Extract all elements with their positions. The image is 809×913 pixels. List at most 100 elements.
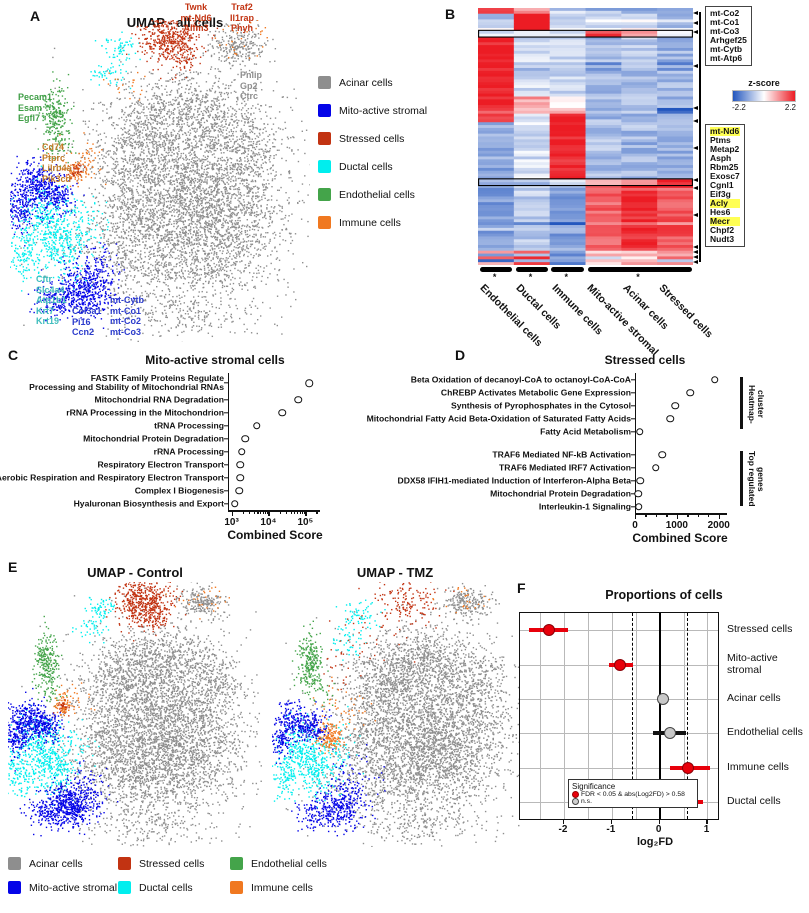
legend-label: Mito-active stromal xyxy=(339,104,428,117)
pathway-row: rRNA Processing xyxy=(0,445,400,458)
pathway-plot-cell xyxy=(228,471,319,484)
pathway-row: Synthesis of Pyrophosphates in the Cytos… xyxy=(400,399,809,412)
legend-label: Stressed cells xyxy=(339,132,405,145)
x-axis-tick-label: 0 xyxy=(632,520,638,531)
pathway-row: rRNA Processing in the Mitochondrion xyxy=(0,406,400,419)
panel-label-e: E xyxy=(8,559,18,575)
pathway-label: rRNA Processing xyxy=(153,445,224,456)
row-marker-arrow-icon xyxy=(693,250,698,254)
pathway-row: Mitochondrial Fatty Acid Beta-Oxidation … xyxy=(367,412,809,425)
pathway-dot-rows: FASTK Family Proteins Regulate Processin… xyxy=(0,373,400,510)
pathway-label: Respiratory Electron Transport xyxy=(97,458,224,469)
pathway-row: Fatty Acid Metabolism xyxy=(400,425,809,438)
row-marker-arrow-icon xyxy=(693,260,698,264)
panel-b-heatmap: B mt-Co2 mt-Co1 mt-Co3 Arhgef25 mt-Cytb mt-At… xyxy=(440,0,809,358)
ns-marker xyxy=(656,692,669,705)
immune-genes: Cd74 Ptprc Lilrb4a Pik3cd xyxy=(42,142,72,184)
threshold-dashed-line xyxy=(631,613,633,819)
pathway-row: Complex I Biogenesis xyxy=(0,484,400,497)
combined-score-marker xyxy=(241,434,249,443)
x-axis-minor-tick xyxy=(260,511,262,514)
significance-legend-title: Significance xyxy=(572,782,616,791)
legend-swatch-stressed xyxy=(118,857,131,870)
gene-label: Arhgef25 xyxy=(710,35,747,45)
grid-line-vertical xyxy=(611,613,613,819)
umap-control-title: UMAP - Control xyxy=(87,565,183,580)
zscore-colorbar: z-score -2.2 2.2 xyxy=(732,78,796,112)
panel-d-pathways-stressed: D Stressed cells Beta Oxidation of decan… xyxy=(367,345,809,560)
x-axis-minor-tick xyxy=(290,511,292,514)
row-marker-arrow-icon xyxy=(693,21,698,25)
gene-label: Asph xyxy=(710,153,732,163)
pathway-plot-cell xyxy=(228,445,319,458)
combined-score-marker xyxy=(236,473,244,482)
legend-item: Immune cells xyxy=(230,881,380,894)
pathway-label: Mitochondrial Fatty Acid Beta-Oxidation … xyxy=(366,412,631,423)
grid-line-horizontal xyxy=(520,630,718,632)
gene-label: Hes6 xyxy=(710,207,731,217)
x-axis-minor-tick xyxy=(279,511,281,514)
x-axis-tick-label: -2 xyxy=(558,824,568,835)
pathway-label: Fatty Acid Metabolism xyxy=(540,425,631,436)
legend-swatch-endothelial xyxy=(230,857,243,870)
x-axis-line xyxy=(635,513,727,515)
heatmap-column-label: Endothelial cells xyxy=(477,282,545,350)
grid-line-vertical xyxy=(707,613,709,819)
heatmap-cluster-group-label: Heatmap- cluster xyxy=(747,384,766,424)
legend-item: Endothelial cells xyxy=(318,188,427,201)
panel-label-c: C xyxy=(8,347,19,363)
panel-a-umap-all-cells: A UMAP - all cells Twnk mt-Nd6 Aifm3Traf… xyxy=(0,0,440,350)
legend-item: Acinar cells xyxy=(8,857,118,870)
legend-label: Mito-active stromal xyxy=(29,881,118,894)
x-axis-minor-tick xyxy=(301,511,303,514)
row-marker-arrow-icon xyxy=(693,30,698,34)
x-axis-tick-label: 10⁵ xyxy=(297,517,314,528)
row-marker-arrow-icon xyxy=(693,255,698,259)
combined-score-marker xyxy=(710,375,719,384)
not-significant-dot-icon xyxy=(572,798,579,805)
pathway-label: rRNA Processing in the Mitochondrion xyxy=(66,406,224,417)
legend-swatch-acinar xyxy=(318,76,331,89)
gene-label: mt-Atp6 xyxy=(710,53,743,63)
gene-label: mt-Cytb xyxy=(710,44,743,54)
gene-label: mt-Co2 xyxy=(710,8,740,18)
x-axis-major-tick xyxy=(676,514,679,519)
x-axis-minor-tick xyxy=(666,514,668,517)
x-axis-minor-tick xyxy=(262,511,264,514)
legend-label: Immune cells xyxy=(339,216,401,229)
x-axis-tick-label: 2000 xyxy=(707,520,730,531)
x-axis-minor-tick xyxy=(297,511,299,514)
legend-label: Stressed cells xyxy=(139,857,205,870)
pathway-plot-cell xyxy=(635,399,726,412)
x-axis-tick-label: 10³ xyxy=(224,517,239,528)
top-regulated-bracket xyxy=(740,451,743,506)
x-axis-tick xyxy=(610,819,612,824)
legend-label: Endothelial cells xyxy=(251,857,327,870)
x-axis-tick xyxy=(563,819,565,824)
x-axis-tick-label: 1000 xyxy=(665,520,688,531)
colorbar-min: -2.2 xyxy=(732,103,746,112)
legend-item: Stressed cells xyxy=(118,857,230,870)
x-axis-major-tick xyxy=(268,511,270,516)
x-axis-minor-tick xyxy=(286,511,288,514)
panel-label-a: A xyxy=(30,8,41,24)
pathway-plot-cell xyxy=(635,474,726,487)
row-marker-arrow-icon xyxy=(693,186,698,190)
x-axis-minor-tick xyxy=(253,511,255,514)
not-significant-label: n.s. xyxy=(581,798,592,805)
x-axis-major-tick xyxy=(305,511,307,516)
column-group-bar xyxy=(588,267,692,272)
forest-row-label: Acinar cells xyxy=(727,691,781,704)
combined-score-marker xyxy=(636,476,644,485)
gene-label: Eif3g xyxy=(710,189,731,199)
row-marker-arrow-icon xyxy=(693,64,698,68)
combined-score-marker xyxy=(252,421,261,430)
stromal-genes-2: mt-Cytb mt-Co1 mt-Co2 mt-Co3 xyxy=(110,295,144,337)
pathway-plot-cell xyxy=(228,393,319,406)
pathway-plot-cell xyxy=(228,419,319,432)
highlighted-gene-label: Mecr xyxy=(710,217,740,226)
umap-all-cells-plot xyxy=(10,20,310,342)
x-axis-minor-tick xyxy=(242,511,244,514)
legend-swatch-stromal xyxy=(318,104,331,117)
